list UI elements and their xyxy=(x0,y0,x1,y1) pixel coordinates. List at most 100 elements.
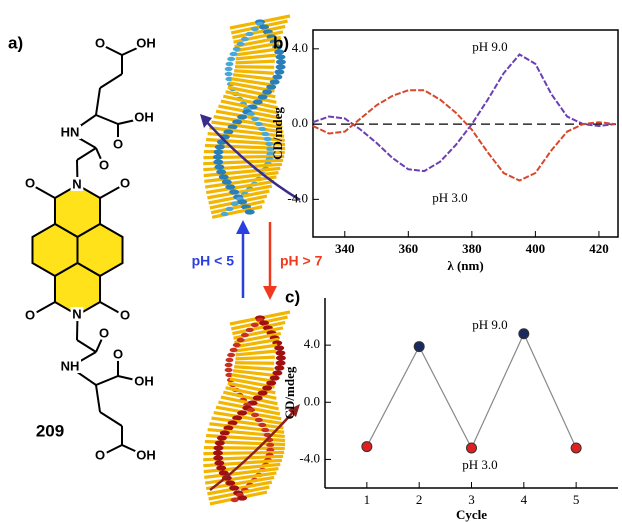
cd-curve xyxy=(312,53,615,173)
helix-unit xyxy=(259,24,270,30)
x-axis-label: λ (nm) xyxy=(447,258,483,273)
bond xyxy=(121,43,147,56)
helix-unit xyxy=(216,169,227,175)
helix-rung xyxy=(233,326,284,340)
helix-rung xyxy=(227,381,276,395)
helix-unit xyxy=(227,124,238,130)
helix-rung xyxy=(210,199,265,215)
helix-unit xyxy=(237,495,248,501)
bond xyxy=(99,301,126,317)
helix-rung xyxy=(232,73,274,81)
helix-unit xyxy=(252,99,263,105)
helix-unit xyxy=(250,26,259,32)
y-tick-label: 4.0 xyxy=(304,336,320,351)
helix-unit xyxy=(245,327,254,333)
bond xyxy=(29,183,56,199)
helix-unit xyxy=(230,201,239,207)
helix-unit xyxy=(227,352,236,358)
helix-unit xyxy=(214,164,225,170)
helix-unit xyxy=(232,415,243,421)
helix-rung xyxy=(235,59,275,65)
cd-curve xyxy=(312,89,615,182)
helix-unit xyxy=(214,460,225,466)
bond xyxy=(99,43,123,56)
helix-rung xyxy=(204,175,277,189)
helix-rung xyxy=(222,390,278,406)
bond xyxy=(99,411,123,427)
bond xyxy=(95,147,105,167)
helix-unit xyxy=(218,174,229,180)
helix-unit xyxy=(266,84,277,90)
helix-rung xyxy=(207,480,273,496)
helix-unit xyxy=(251,412,260,418)
atom: O xyxy=(95,447,105,462)
helix-rung xyxy=(234,365,274,371)
helix-unit xyxy=(229,189,240,195)
x-tick-label: 420 xyxy=(589,241,609,256)
helix-unit xyxy=(213,455,224,461)
series-label: pH 9.0 xyxy=(472,39,507,54)
annotation: pH 9.0 xyxy=(472,317,507,332)
helix-unit xyxy=(247,407,256,413)
series-label: pH 3.0 xyxy=(432,190,467,205)
atom: OH xyxy=(136,447,156,462)
x-tick-label: 5 xyxy=(573,492,580,507)
point xyxy=(466,442,477,454)
y-tick-label: 0.0 xyxy=(292,115,308,130)
bond xyxy=(95,87,101,116)
helix-unit xyxy=(266,442,275,448)
ph-label: pH < 5 xyxy=(192,253,235,269)
helix-rung xyxy=(215,109,282,125)
helix-unit xyxy=(262,385,273,391)
helix-unit xyxy=(212,154,223,160)
helix-rung xyxy=(203,462,281,474)
helix-rung xyxy=(234,69,274,75)
helix-unit xyxy=(213,159,224,165)
plot-frame xyxy=(312,29,619,238)
helix-rung xyxy=(215,405,282,421)
atom: O xyxy=(99,325,109,340)
atom: NH xyxy=(61,358,80,373)
atom: OH xyxy=(136,35,156,50)
helix-unit xyxy=(258,422,267,428)
panel-label: a) xyxy=(8,33,23,52)
compound-number: 209 xyxy=(36,421,64,440)
helix-unit xyxy=(258,126,267,132)
helix-unit xyxy=(272,370,283,376)
x-tick-label: 340 xyxy=(335,241,355,256)
helix-rung xyxy=(234,337,280,349)
helix-unit xyxy=(274,345,285,351)
helix-rung xyxy=(222,94,278,110)
atom: OH xyxy=(134,373,154,388)
helix-rung xyxy=(211,205,263,219)
helix-unit xyxy=(251,116,260,122)
helix-rung xyxy=(204,467,279,479)
helix-unit xyxy=(229,51,238,57)
helix-rung xyxy=(235,343,278,353)
bond xyxy=(76,339,97,353)
helix-unit xyxy=(265,141,274,147)
helix-rung xyxy=(235,349,277,357)
helix-unit xyxy=(240,332,249,338)
helix-arrow xyxy=(200,114,212,128)
helix-rung xyxy=(232,369,274,377)
helix-arrow xyxy=(288,404,300,417)
bond xyxy=(121,444,147,457)
helix-unit xyxy=(261,131,270,137)
helix-rung xyxy=(231,77,275,87)
helix-unit xyxy=(225,184,236,190)
helix-unit xyxy=(244,209,255,215)
helix-unit xyxy=(247,111,256,117)
helix-unit xyxy=(275,64,286,70)
helix-unit xyxy=(259,320,270,326)
helix-rung xyxy=(232,320,286,336)
x-tick-label: 3 xyxy=(468,492,475,507)
atom: HN xyxy=(61,124,80,139)
helix-unit xyxy=(230,497,239,503)
helix-unit xyxy=(225,206,234,212)
bond xyxy=(95,114,119,125)
helix-arrow xyxy=(204,119,301,202)
x-tick-label: 4 xyxy=(521,492,528,507)
x-tick-label: 400 xyxy=(526,241,546,256)
helix-rung xyxy=(213,114,283,130)
